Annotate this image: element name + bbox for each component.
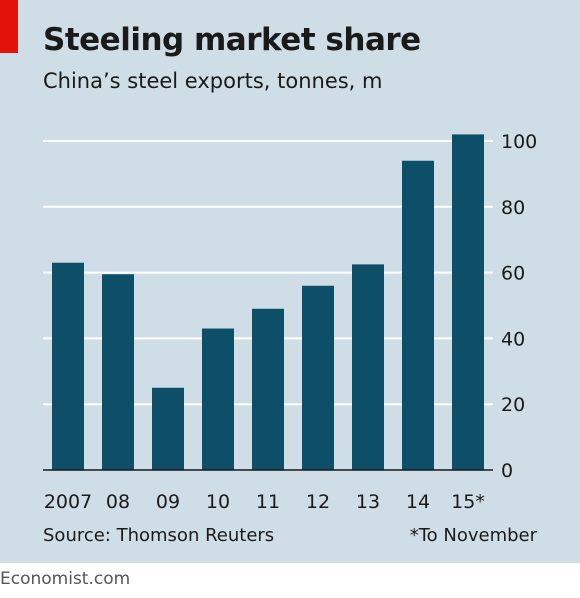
brand-wordmark: Economist.com bbox=[0, 569, 131, 589]
y-tick-label: 60 bbox=[501, 263, 525, 285]
x-tick-label: 13 bbox=[356, 491, 380, 513]
y-tick-label: 80 bbox=[501, 197, 525, 219]
y-tick-label: 40 bbox=[501, 328, 525, 350]
y-tick-label: 20 bbox=[501, 394, 525, 416]
bar-10 bbox=[202, 328, 234, 470]
x-tick-label: 09 bbox=[156, 491, 180, 513]
y-tick-label: 0 bbox=[501, 460, 513, 482]
bar-15 bbox=[452, 134, 484, 471]
bar-13 bbox=[352, 264, 384, 470]
chart-title: Steeling market share bbox=[43, 22, 421, 58]
y-tick-label: 100 bbox=[501, 131, 537, 153]
brand-red-tag bbox=[0, 0, 18, 53]
y-tick-labels: 0 20 40 60 80 100 bbox=[501, 131, 537, 482]
bar-08 bbox=[102, 274, 134, 470]
bar-12 bbox=[302, 285, 334, 470]
bars bbox=[52, 134, 484, 471]
x-tick-label: 08 bbox=[106, 491, 130, 513]
x-tick-label: 12 bbox=[306, 491, 330, 513]
source-note: Source: Thomson Reuters bbox=[43, 525, 275, 546]
bar-11 bbox=[252, 308, 284, 470]
chart-subtitle: China’s steel exports, tonnes, m bbox=[43, 69, 383, 93]
x-tick-label: 11 bbox=[256, 491, 280, 513]
bar-2007 bbox=[52, 262, 84, 470]
x-tick-labels: 2007 08 09 10 11 12 13 14 15* bbox=[44, 491, 485, 513]
x-tick-label: 2007 bbox=[44, 491, 92, 513]
bar-14 bbox=[402, 160, 434, 471]
x-tick-label: 10 bbox=[206, 491, 230, 513]
bar-chart: 0 20 40 60 80 100 2007 08 09 10 11 12 13 14 15* bbox=[43, 131, 537, 513]
bar-09 bbox=[152, 387, 184, 470]
footnote: *To November bbox=[409, 525, 537, 546]
x-tick-label: 14 bbox=[406, 491, 430, 513]
x-tick-label: 15* bbox=[451, 491, 485, 513]
